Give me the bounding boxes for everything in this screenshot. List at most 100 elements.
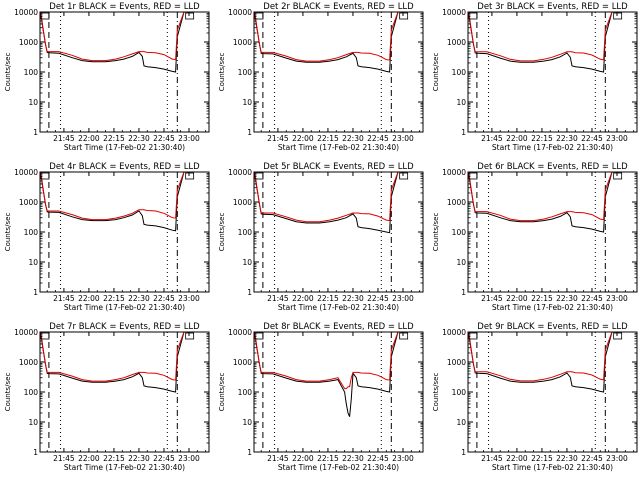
- corner-box-right: [613, 332, 623, 340]
- x-tick-label: 22:00: [292, 454, 314, 463]
- y-tick-label: 10: [456, 98, 466, 107]
- y-tick-label: 10: [242, 98, 252, 107]
- panel-5: Det 5r BLACK = Events, RED = LLD 1 10 100 10…: [218, 162, 424, 312]
- x-tick-label: 22:45: [367, 294, 389, 303]
- x-axis-label: Start Time (17-Feb-02 21:30:40): [278, 143, 399, 152]
- x-tick-label: 22:15: [317, 134, 339, 143]
- x-tick-label: 22:45: [153, 294, 175, 303]
- series-lld-line: [254, 171, 403, 223]
- x-tick-label: 23:00: [178, 454, 200, 463]
- plot-frame: [467, 331, 638, 453]
- y-tick-label: 1000: [19, 358, 38, 367]
- series-lld-line: [254, 331, 403, 390]
- corner-box-left: [468, 12, 478, 20]
- y-tick-label: 1: [461, 448, 466, 457]
- x-tick-label: 22:30: [556, 134, 578, 143]
- x-tick-label: 21:45: [481, 294, 503, 303]
- corner-box-left: [254, 12, 264, 20]
- x-tick-label: 22:15: [531, 294, 553, 303]
- corner-box-right: [399, 332, 409, 340]
- y-tick-label: 1: [33, 288, 38, 297]
- panel-6: Det 6r BLACK = Events, RED = LLD 1 10 100 10…: [432, 162, 638, 312]
- y-tick-label: 1000: [19, 38, 38, 47]
- y-tick-label: 10: [456, 418, 466, 427]
- y-tick-label: 10000: [442, 168, 466, 177]
- x-tick-label: 22:45: [153, 134, 175, 143]
- series-events-line: [468, 331, 617, 393]
- x-tick-label: 22:00: [506, 454, 528, 463]
- x-tick-label: 23:00: [606, 294, 628, 303]
- y-tick-label: 1000: [233, 358, 252, 367]
- series-events-line: [40, 331, 189, 393]
- plot-frame: [39, 171, 210, 293]
- panel-title: Det 1r BLACK = Events, RED = LLD: [49, 2, 200, 12]
- x-tick-label: 22:00: [78, 134, 100, 143]
- y-axis-label: Counts/sec: [4, 53, 12, 92]
- x-axis-label: Start Time (17-Feb-02 21:30:40): [492, 463, 613, 472]
- x-tick-label: 23:00: [392, 454, 414, 463]
- y-tick-label: 1: [33, 448, 38, 457]
- corner-box-right: [613, 172, 623, 180]
- x-tick-label: 21:45: [481, 134, 503, 143]
- x-tick-label: 22:15: [317, 454, 339, 463]
- y-tick-label: 10000: [442, 328, 466, 337]
- x-tick-label: 22:30: [128, 294, 150, 303]
- plot-frame: [253, 171, 424, 293]
- panel-title: Det 9r BLACK = Events, RED = LLD: [477, 322, 628, 332]
- y-tick-label: 100: [24, 388, 39, 397]
- panel-2: Det 2r BLACK = Events, RED = LLD 1 10 100 10…: [218, 2, 424, 152]
- panel-9: Det 9r BLACK = Events, RED = LLD 1 10 100 10…: [432, 322, 638, 472]
- corner-box-left: [468, 172, 478, 180]
- plot-frame: [467, 11, 638, 133]
- x-tick-label: 22:00: [78, 294, 100, 303]
- x-tick-label: 22:00: [78, 454, 100, 463]
- y-tick-label: 10: [242, 418, 252, 427]
- y-tick-label: 10: [28, 258, 38, 267]
- y-tick-label: 10000: [228, 328, 252, 337]
- corner-box-left: [40, 332, 50, 340]
- x-tick-label: 22:15: [103, 134, 125, 143]
- series-lld-line: [468, 11, 617, 62]
- plot-frame: [39, 11, 210, 133]
- y-tick-label: 1000: [447, 198, 466, 207]
- y-tick-label: 1: [247, 288, 252, 297]
- panel-title: Det 8r BLACK = Events, RED = LLD: [263, 322, 414, 332]
- corner-box-right: [185, 12, 195, 20]
- plot-frame: [253, 331, 424, 453]
- x-tick-label: 21:45: [267, 134, 289, 143]
- series-lld-line: [40, 171, 189, 221]
- y-tick-label: 1000: [447, 38, 466, 47]
- x-tick-label: 22:00: [506, 294, 528, 303]
- x-tick-label: 21:45: [267, 294, 289, 303]
- y-tick-label: 100: [452, 388, 467, 397]
- y-tick-label: 10000: [14, 328, 38, 337]
- plot-frame: [39, 331, 210, 453]
- series-events-line: [40, 171, 189, 232]
- series-events-line: [468, 171, 617, 233]
- panel-title: Det 4r BLACK = Events, RED = LLD: [49, 162, 200, 172]
- x-axis-label: Start Time (17-Feb-02 21:30:40): [492, 303, 613, 312]
- x-tick-label: 22:30: [342, 134, 364, 143]
- panel-title: Det 7r BLACK = Events, RED = LLD: [49, 322, 200, 332]
- y-tick-label: 100: [238, 228, 253, 237]
- x-tick-label: 22:45: [367, 134, 389, 143]
- y-tick-label: 10000: [442, 8, 466, 17]
- panel-3: Det 3r BLACK = Events, RED = LLD 1 10 100 10…: [432, 2, 638, 152]
- series-lld-line: [254, 11, 403, 62]
- y-axis-label: Counts/sec: [432, 213, 440, 252]
- x-axis-label: Start Time (17-Feb-02 21:30:40): [492, 143, 613, 152]
- x-axis-label: Start Time (17-Feb-02 21:30:40): [278, 463, 399, 472]
- y-axis-label: Counts/sec: [218, 213, 226, 252]
- corner-box-left: [40, 12, 50, 20]
- x-tick-label: 23:00: [606, 454, 628, 463]
- y-tick-label: 100: [238, 68, 253, 77]
- y-tick-label: 1000: [447, 358, 466, 367]
- x-tick-label: 23:00: [392, 294, 414, 303]
- corner-box-right: [613, 12, 623, 20]
- series-events-line: [40, 11, 189, 73]
- y-tick-label: 10: [28, 98, 38, 107]
- panel-7: Det 7r BLACK = Events, RED = LLD 1 10 100 10…: [4, 322, 210, 472]
- x-axis-label: Start Time (17-Feb-02 21:30:40): [64, 303, 185, 312]
- corner-box-left: [468, 332, 478, 340]
- x-axis-label: Start Time (17-Feb-02 21:30:40): [64, 143, 185, 152]
